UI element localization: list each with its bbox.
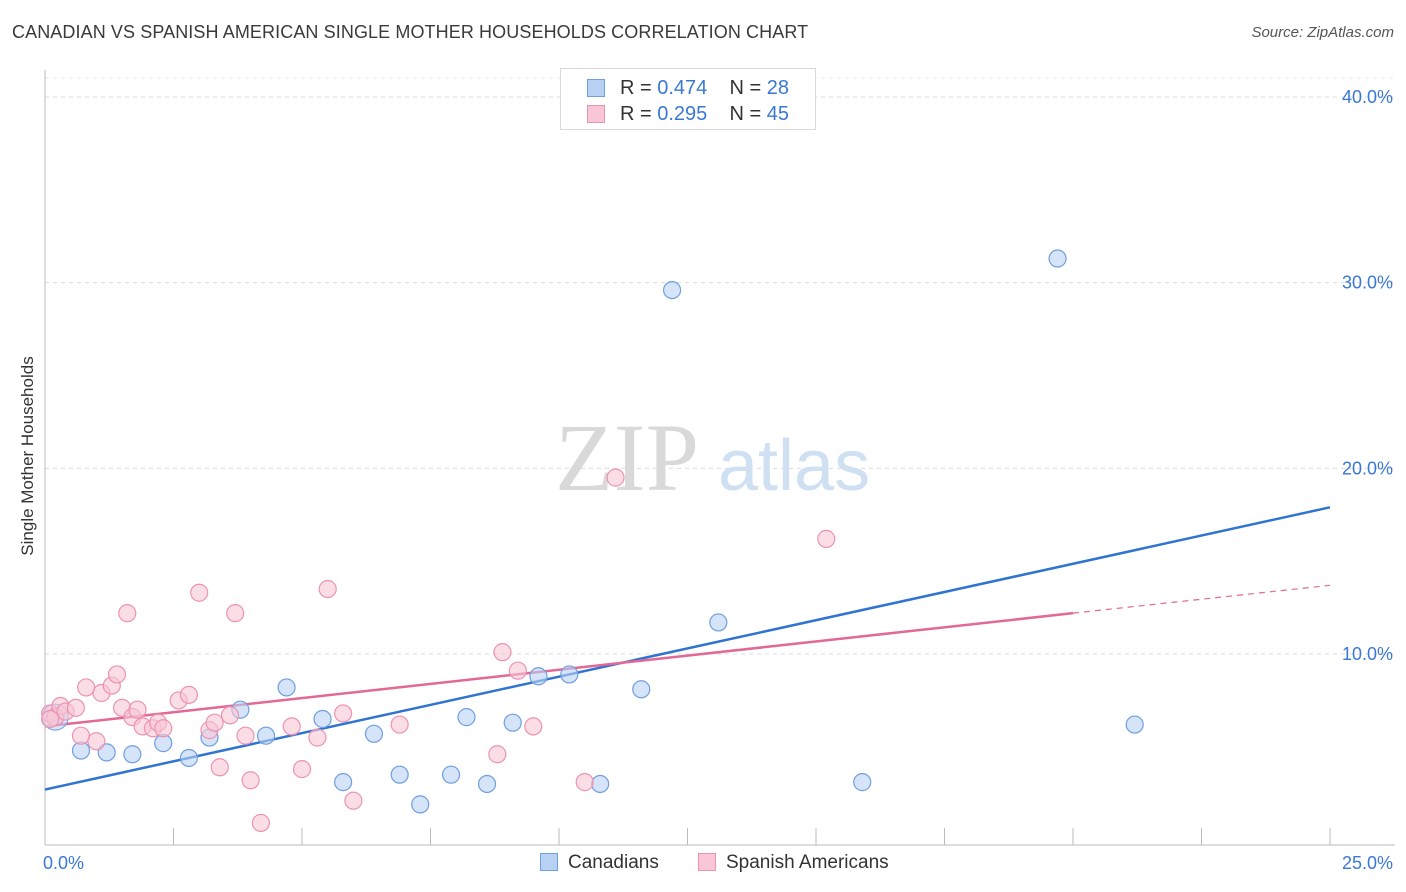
spanish-americans-point: [292, 760, 312, 779]
spanish-americans-point: [390, 715, 409, 734]
spanish-americans-point: [66, 698, 85, 717]
canadians-point: [411, 795, 430, 814]
legend-r-label: R =: [620, 77, 658, 99]
spanish-americans-point: [508, 661, 527, 680]
canadians-point: [390, 765, 409, 784]
axes: [44, 70, 1395, 846]
x-tick-label: 0.0%: [43, 853, 84, 873]
spanish-americans-point: [87, 732, 106, 751]
spanish-americans-point: [282, 717, 301, 736]
watermark-zip: ZIP: [555, 404, 699, 511]
canadians-point: [256, 726, 276, 745]
spanish-americans-point: [128, 700, 147, 719]
canadians-point: [441, 765, 461, 784]
spanish-americans-point: [118, 604, 137, 623]
canadians-swatch: [540, 853, 558, 871]
canadians-point: [529, 667, 548, 686]
spanish-americans-point: [210, 758, 229, 777]
canadians-point: [313, 709, 332, 729]
canadians-point: [477, 774, 497, 794]
canadians-point: [591, 774, 610, 794]
spanish-americans-trend-extension: [1072, 584, 1331, 614]
legend-n-label: N =: [729, 103, 767, 125]
spanish-americans-point: [190, 583, 209, 602]
y-tick-label: 40.0%: [1342, 87, 1393, 107]
canadians-point: [364, 724, 384, 743]
canadians-point: [277, 678, 296, 697]
legend-n-label: N =: [729, 77, 767, 99]
canadians-point: [560, 665, 579, 684]
spanish-americans-point: [41, 709, 60, 729]
canadians-point: [632, 680, 651, 699]
legend-label: Spanish Americans: [726, 852, 889, 873]
spanish-americans-swatch: [587, 105, 605, 123]
legend-r-value: 0.295: [657, 103, 708, 125]
canadians-point: [662, 280, 682, 300]
canadians-point: [457, 708, 476, 727]
spanish-americans-point: [220, 706, 240, 725]
spanish-americans-point: [575, 773, 594, 792]
spanish-americans-point: [488, 745, 507, 764]
legend-r-value: 0.474: [657, 77, 708, 99]
spanish-americans-point: [308, 728, 327, 747]
spanish-americans-point: [318, 579, 337, 599]
spanish-americans-point: [344, 791, 363, 810]
spanish-americans-point: [817, 529, 836, 548]
legend-item-spanish-americans: Spanish Americans: [698, 852, 889, 874]
canadians-trend-line: [44, 506, 1331, 791]
correlation-legend: R = 0.474 N = 28 R = 0.295 N = 45: [560, 68, 816, 130]
canadians-swatch: [587, 79, 605, 97]
spanish-americans-point: [236, 726, 255, 745]
spanish-americans-point: [524, 717, 543, 736]
watermark: ZIP atlas: [555, 404, 870, 511]
watermark-atlas: atlas: [718, 426, 870, 506]
canadians-point: [853, 773, 872, 792]
legend-n-value: 28: [766, 77, 790, 99]
spanish-americans-point: [241, 771, 260, 790]
canadians-point: [709, 613, 728, 632]
legend-label: Canadians: [568, 852, 659, 873]
spanish-americans-point: [77, 678, 96, 697]
spanish-americans-point: [205, 713, 224, 732]
spanish-americans-point: [493, 643, 512, 662]
trend-lines: [44, 506, 1331, 791]
canadians-point: [1048, 249, 1067, 268]
spanish-americans-point: [251, 813, 270, 833]
x-tick-label: 25.0%: [1342, 853, 1393, 873]
canadians-point: [1125, 715, 1144, 734]
spanish-americans-point: [154, 719, 173, 738]
spanish-americans-point: [334, 704, 353, 723]
legend-n-value: 45: [766, 103, 790, 125]
spanish-americans-trend-line: [44, 611, 1074, 728]
chart-title: CANADIAN VS SPANISH AMERICAN SINGLE MOTH…: [12, 22, 809, 42]
spanish-americans-point: [107, 665, 127, 684]
canadians-point: [97, 743, 116, 762]
canadians-point: [334, 773, 353, 792]
tick-labels: 10.0% 20.0% 30.0% 40.0% 0.0% 25.0%: [43, 87, 1393, 873]
spanish-americans-point: [606, 468, 625, 487]
spanish-americans-point: [71, 726, 91, 745]
y-tick-label: 20.0%: [1342, 458, 1393, 478]
canadians-point: [123, 745, 142, 764]
spanish-americans-point: [179, 685, 199, 704]
gridlines: [45, 77, 1395, 655]
y-tick-label: 10.0%: [1342, 644, 1393, 664]
legend-r-label: R =: [620, 103, 658, 125]
spanish-americans-point: [226, 604, 245, 623]
data-points: [41, 249, 1144, 833]
canadians-point: [503, 713, 522, 732]
spanish-americans-swatch: [698, 853, 716, 871]
source-credit: Source: ZipAtlas.com: [1251, 24, 1394, 41]
y-tick-label: 30.0%: [1342, 273, 1393, 293]
legend-item-canadians: Canadians: [540, 852, 659, 874]
canadians-point: [179, 748, 199, 768]
